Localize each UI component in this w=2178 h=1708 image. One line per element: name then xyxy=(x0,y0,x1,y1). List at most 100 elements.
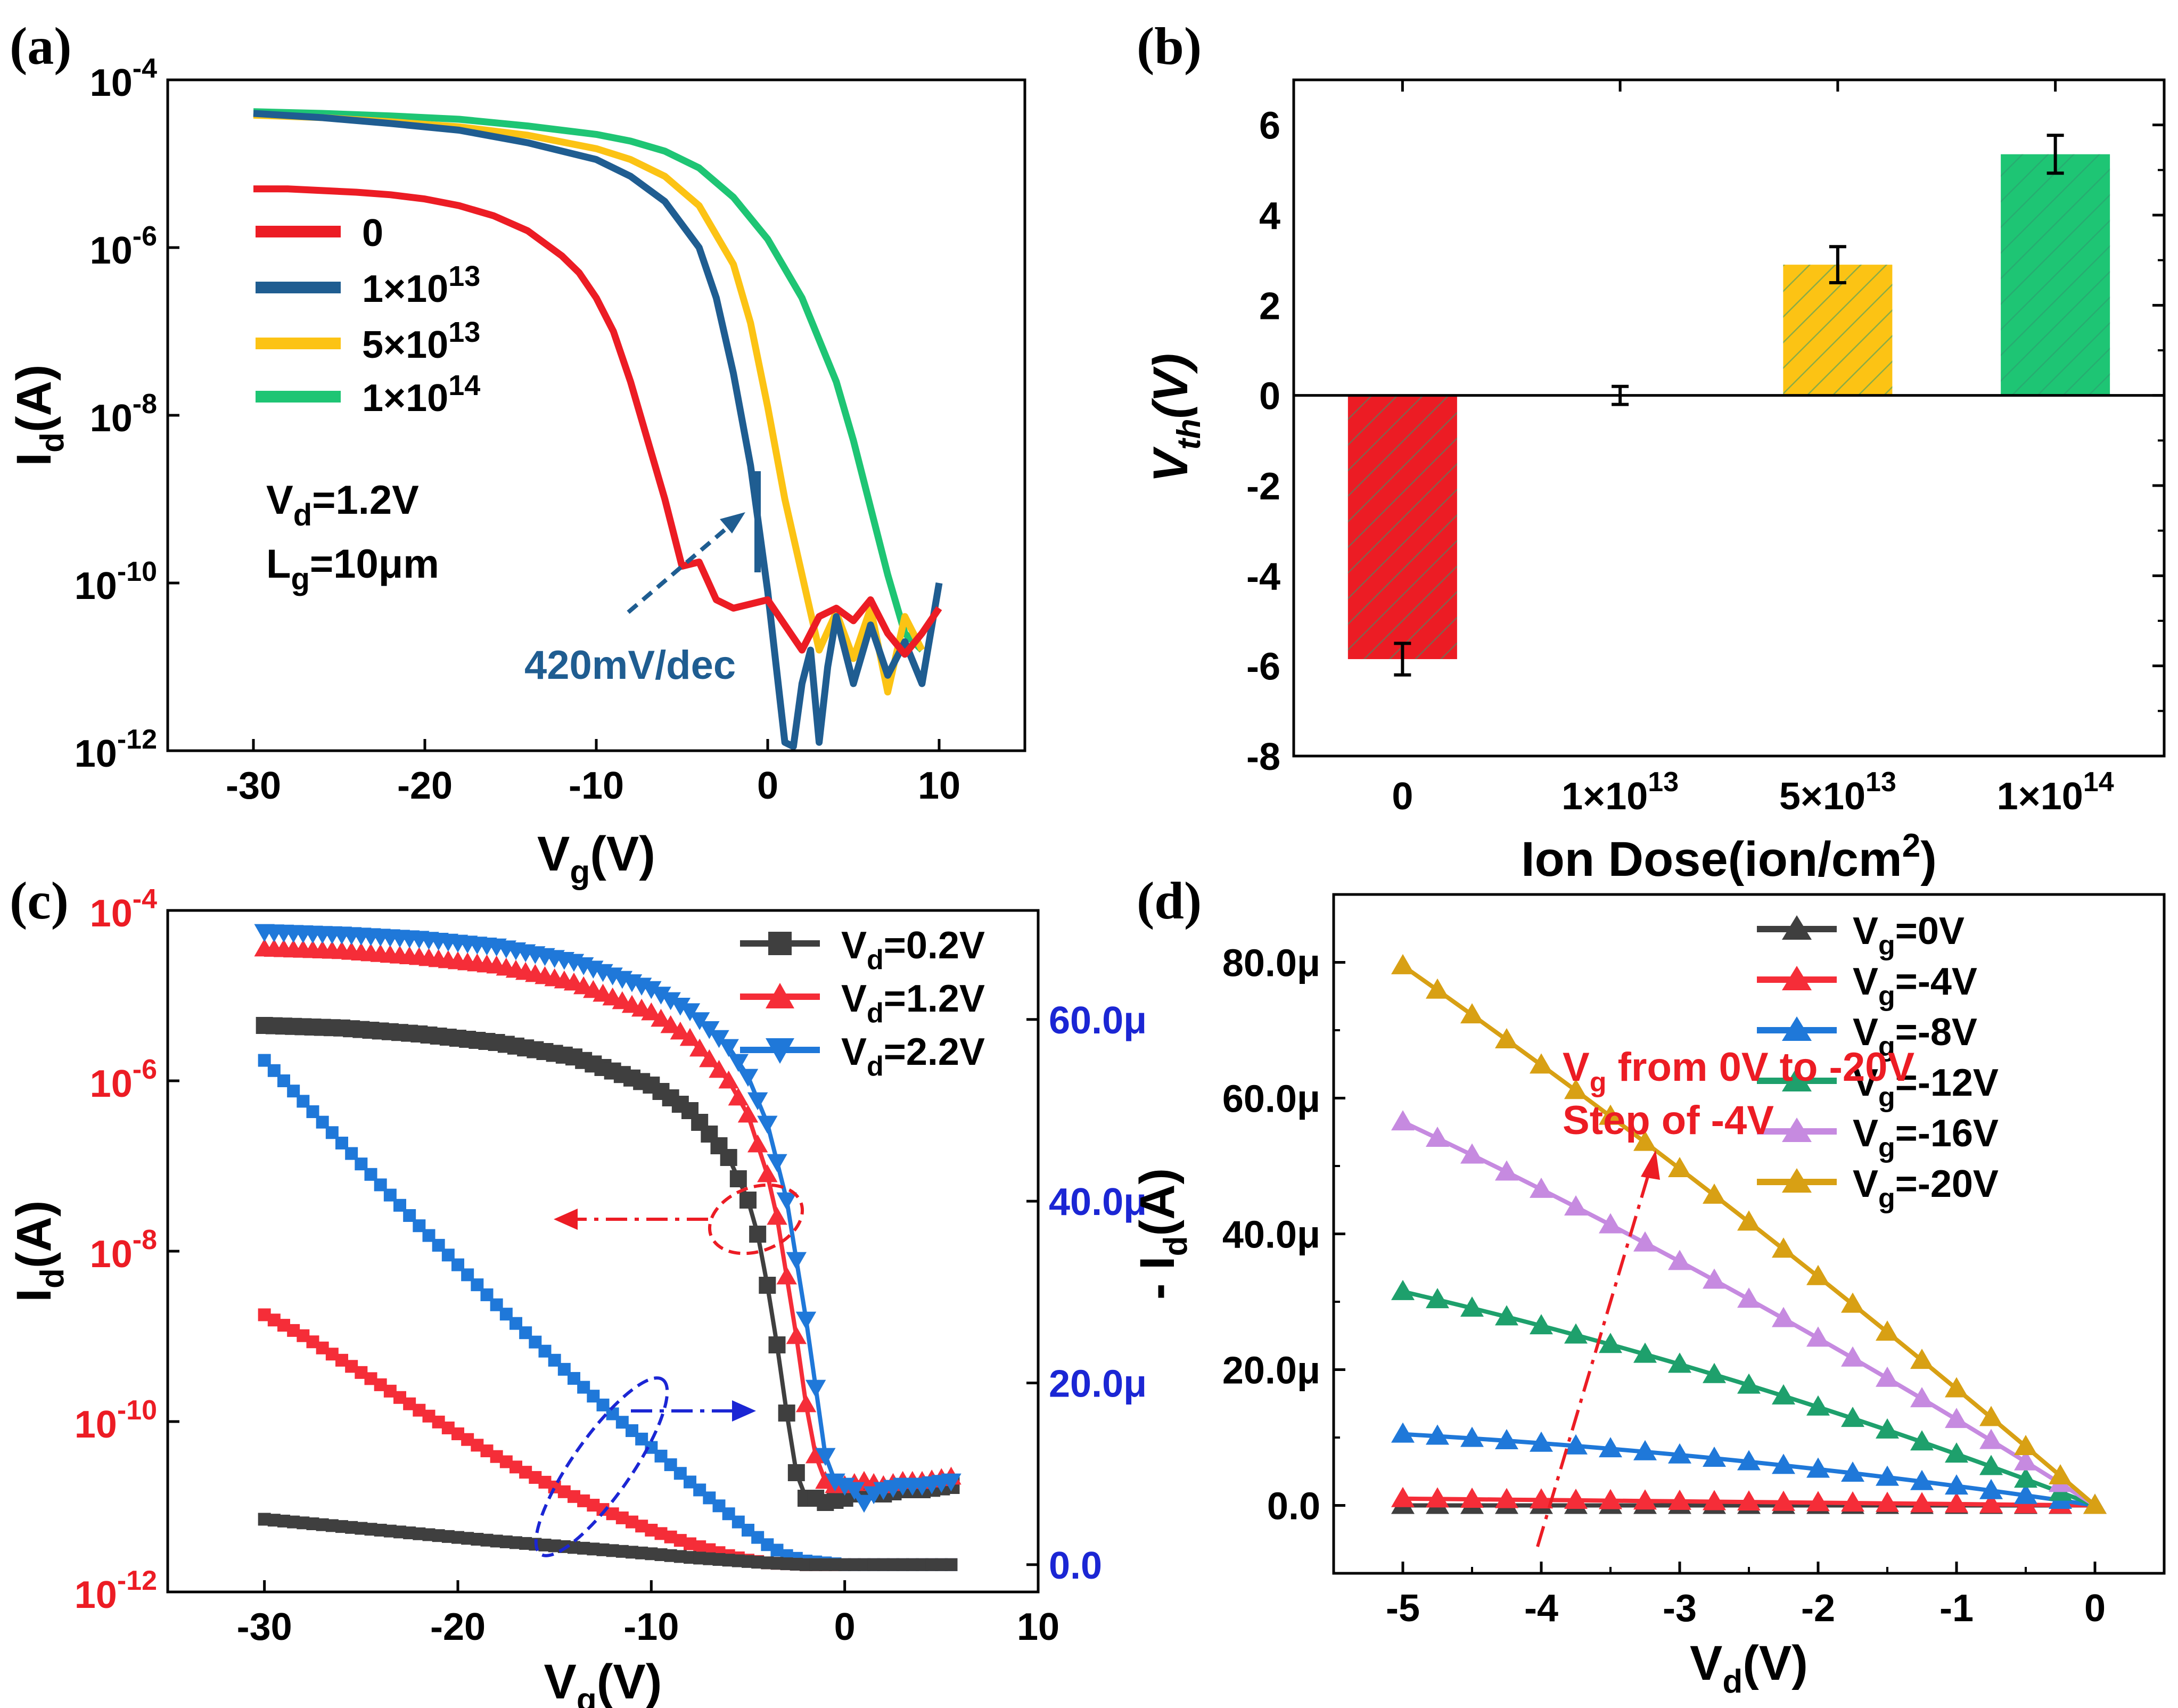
log-point-c xyxy=(660,992,681,1011)
ytick-right-label-c: 40.0μ xyxy=(1049,1181,1147,1223)
point-d xyxy=(1979,1428,2003,1449)
point-d xyxy=(1391,1422,1415,1443)
point-d xyxy=(1633,1342,1657,1363)
xtick-label-c: -10 xyxy=(623,1606,679,1648)
red-ellipse xyxy=(708,1183,804,1255)
point-d xyxy=(1979,1455,2003,1475)
log-point-c xyxy=(651,987,671,1005)
legend-a-text-1: 1×1013 xyxy=(362,260,480,310)
point-d xyxy=(1772,1454,1795,1474)
xtick-label-d: -5 xyxy=(1386,1587,1420,1630)
ylabel-d: - Id(A) xyxy=(1130,1168,1194,1300)
point-d xyxy=(1737,1450,1761,1471)
panel-b: (b) -8 -6 -4 -2 0 2 4 6 0 1×1013 5×1013 1×1014 Ion D… xyxy=(1137,17,2166,886)
point-d xyxy=(1564,1434,1588,1455)
legend-d-text-4: Vg=-16V xyxy=(1853,1112,1999,1163)
xtick-label-a: -30 xyxy=(226,765,281,807)
point-d xyxy=(1703,1362,1726,1383)
point-d xyxy=(1841,1346,1864,1367)
log-point-c xyxy=(660,1015,681,1033)
point-d xyxy=(1703,1183,1726,1204)
point-d xyxy=(1772,1237,1795,1258)
log-point-c xyxy=(757,1164,778,1183)
ytick-right-label-c: 60.0μ xyxy=(1049,999,1147,1042)
point-d xyxy=(1668,1156,1691,1177)
xtick-label-c: 10 xyxy=(1017,1606,1059,1648)
annotation-lg: Lg=10μm xyxy=(266,541,439,596)
log-point-c xyxy=(795,1311,817,1330)
xlabel-b: Ion Dose(ion/cm2) xyxy=(1521,827,1937,886)
ytick-right-label-c: 20.0μ xyxy=(1049,1362,1147,1405)
log-point-c xyxy=(720,1149,737,1166)
log-point-c xyxy=(786,1252,807,1270)
log-point-c xyxy=(749,1226,767,1243)
xtick-label-d: -2 xyxy=(1801,1587,1835,1630)
point-d xyxy=(1460,1426,1484,1447)
legend-d-marker-3 xyxy=(1782,1067,1812,1091)
legend-c-marker-2 xyxy=(766,1038,794,1064)
bar-hatch-2 xyxy=(1783,265,1893,396)
point-d xyxy=(1599,1104,1622,1125)
point-d xyxy=(1945,1408,1968,1428)
point-d xyxy=(1979,1406,2003,1426)
xlabel-c: Vg(V) xyxy=(544,1655,662,1708)
legend-c-marker-0 xyxy=(768,932,792,955)
point-d xyxy=(1564,1323,1588,1344)
xtick-label-a: 0 xyxy=(757,765,778,807)
point-d xyxy=(1841,1461,1864,1482)
point-d xyxy=(1876,1491,1899,1512)
point-d xyxy=(1806,1457,1830,1478)
panel-c-legend: Vd=0.2V Vd=1.2V Vd=2.2V xyxy=(740,924,985,1082)
point-d xyxy=(1633,1130,1657,1151)
point-d xyxy=(1910,1387,1934,1408)
point-d xyxy=(2049,1464,2072,1485)
point-d xyxy=(1599,1333,1622,1353)
dose-arrow xyxy=(1536,1171,1651,1547)
log-point-c xyxy=(689,1038,710,1057)
log-point-c xyxy=(679,1028,701,1046)
dose-arrow-head xyxy=(1641,1150,1660,1180)
point-d xyxy=(1737,1373,1761,1394)
point-d xyxy=(1426,1487,1449,1508)
log-point-c xyxy=(941,1473,961,1492)
legend-d-text-1: Vg=-4V xyxy=(1853,960,1977,1012)
log-point-c xyxy=(759,1277,776,1294)
point-d xyxy=(1737,1210,1761,1231)
point-d xyxy=(1530,1177,1553,1198)
ylabel-a: Id(A) xyxy=(7,364,71,466)
xtick-label-c: -30 xyxy=(237,1606,292,1648)
point-d xyxy=(1564,1488,1588,1509)
panel-d-axes: -5 -4 -3 -2 -1 0 0.0 20.0μ 40.0μ 60.0μ 80.0μ Vd(V) -… xyxy=(1130,893,2106,1700)
point-d xyxy=(1737,1490,1761,1511)
ytick-label-d: 20.0μ xyxy=(1222,1350,1320,1392)
point-d xyxy=(1426,1127,1449,1147)
point-d xyxy=(1806,1491,1830,1512)
log-point-c xyxy=(729,1170,747,1187)
bar-hatch-0 xyxy=(1347,395,1457,659)
annotation-step: Step of -4V xyxy=(1563,1098,1774,1143)
annotation-vg: Vg from 0V to -20V xyxy=(1563,1045,1914,1098)
point-d xyxy=(1910,1469,1934,1490)
log-series-c-2 xyxy=(254,924,961,1513)
log-series-c-0 xyxy=(256,1017,960,1511)
legend-a-text-3: 1×1014 xyxy=(362,369,480,420)
series-a-2 xyxy=(253,111,925,696)
xtick-label-b: 1×1014 xyxy=(1997,767,2114,818)
log-point-c xyxy=(737,1069,759,1087)
xtick-label-d: -3 xyxy=(1663,1587,1697,1630)
xtick-label-a: -20 xyxy=(397,765,453,807)
log-point-c xyxy=(776,1192,797,1211)
panel-c-label: (c) xyxy=(10,871,69,930)
log-point-c xyxy=(718,1070,739,1089)
series-a-3 xyxy=(253,108,925,653)
panel-d-label: (d) xyxy=(1137,871,1202,930)
log-point-c xyxy=(728,1054,749,1072)
point-d xyxy=(1599,1213,1622,1234)
point-d xyxy=(1945,1377,1968,1398)
point-d xyxy=(1772,1307,1795,1327)
log-point-c xyxy=(699,1049,720,1068)
log-point-c xyxy=(709,1060,729,1078)
legend-c-marker-1 xyxy=(766,983,794,1008)
legend-d-marker-1 xyxy=(1782,966,1812,990)
ytick-right-label-c: 0.0 xyxy=(1049,1545,1102,1587)
